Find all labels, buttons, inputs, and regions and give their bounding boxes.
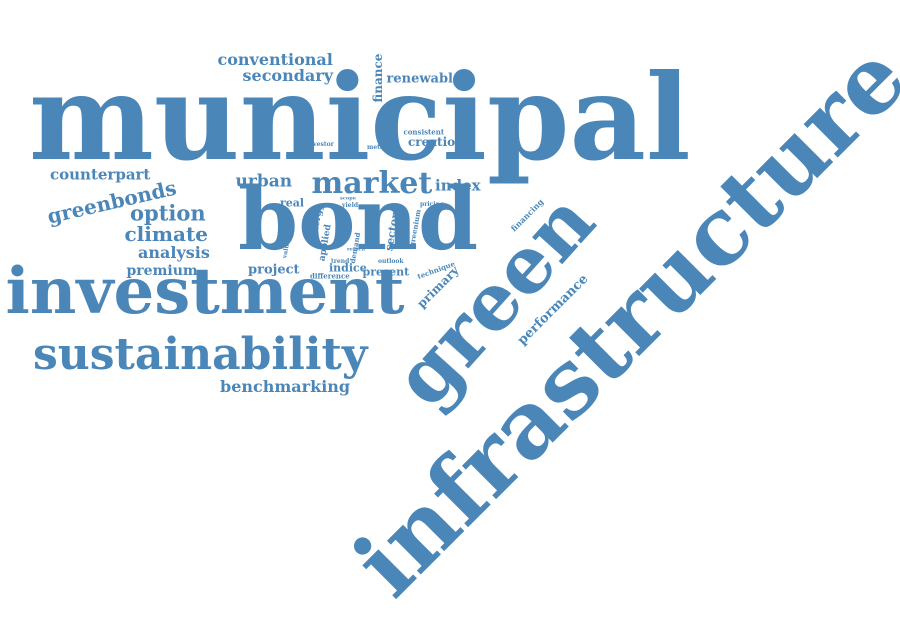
- word-analysis: analysis: [138, 243, 210, 262]
- word-real: real: [280, 196, 305, 210]
- word-project: project: [248, 262, 300, 278]
- word-urban: urban: [235, 171, 293, 192]
- word-return: return: [347, 246, 366, 253]
- word-conventional: conventional: [217, 50, 333, 69]
- word-scope: scope: [340, 195, 356, 202]
- word-present: present: [362, 265, 410, 279]
- word-pricing: pricing: [420, 201, 445, 208]
- word-bond: bond: [238, 169, 479, 270]
- word-yield: yield: [342, 202, 359, 209]
- word-premium: premium: [126, 263, 198, 279]
- word-renewable: renewable: [386, 71, 462, 87]
- word-index: index: [435, 176, 481, 195]
- word-investment: investment: [5, 254, 405, 329]
- word-municipal: municipal: [29, 48, 691, 187]
- word-secondary: secondary: [242, 66, 334, 85]
- word-benchmarking: benchmarking: [220, 377, 351, 396]
- word-difference: difference: [310, 271, 350, 281]
- word-counterpart: counterpart: [50, 165, 151, 184]
- word-investor: investor: [306, 141, 334, 148]
- word-option: option: [130, 200, 206, 226]
- word-market: market: [311, 166, 433, 201]
- word-trend: trend: [331, 258, 350, 265]
- word-finance: finance: [371, 53, 385, 103]
- word-sustainability: sustainability: [33, 329, 368, 380]
- word-method: method: [367, 144, 393, 151]
- word-outlook: outlook: [378, 258, 404, 265]
- word-indice: indice: [329, 261, 367, 275]
- word-climate: climate: [124, 222, 208, 246]
- word-consistent: consistent: [403, 127, 445, 137]
- word-creation: creation: [408, 135, 464, 149]
